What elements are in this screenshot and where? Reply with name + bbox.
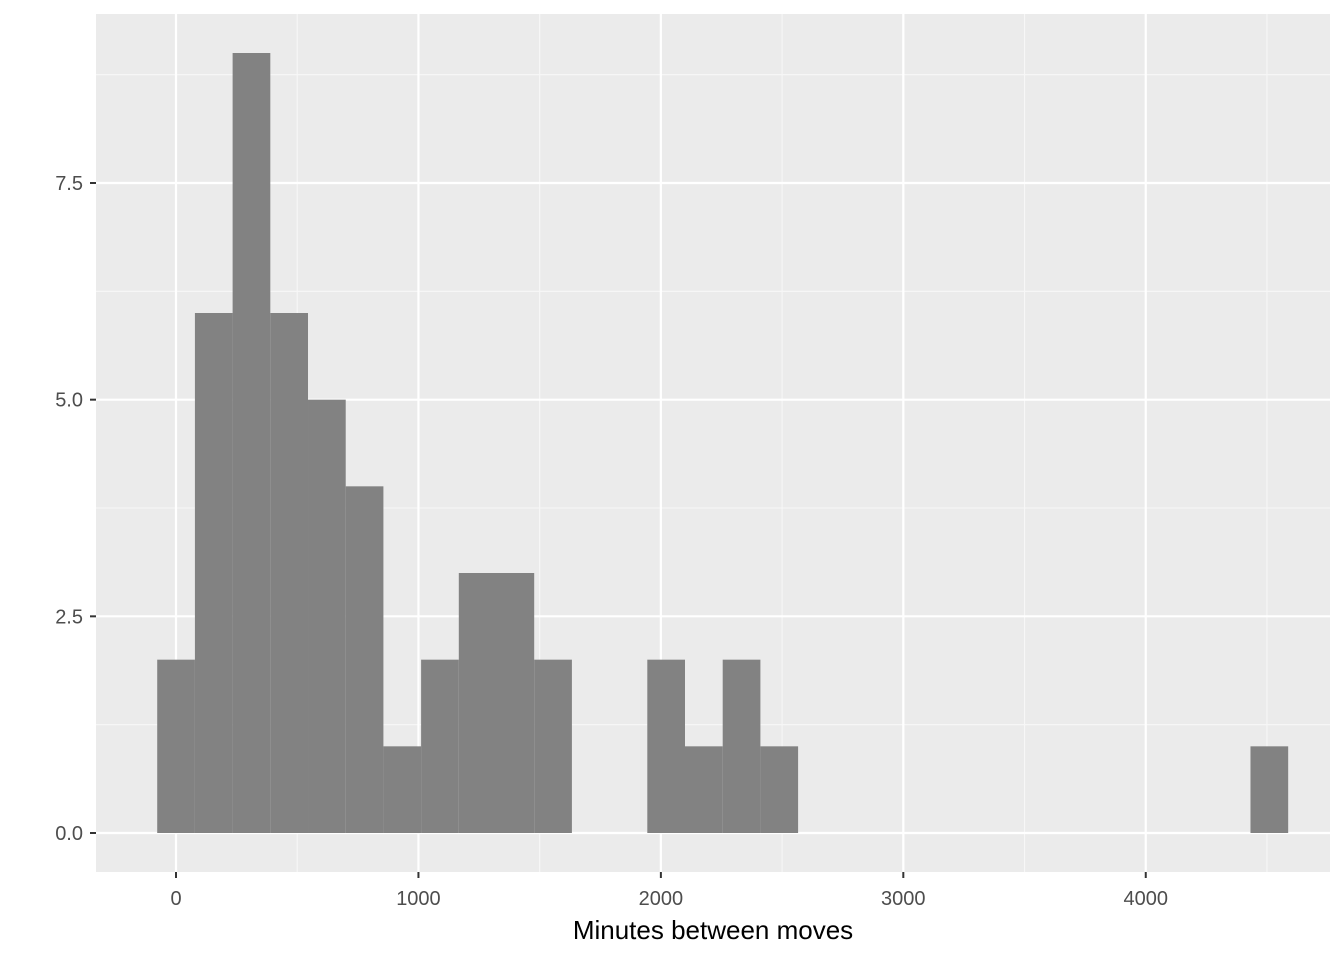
histogram-bar-8 <box>458 573 497 833</box>
y-tick-label-0.0: 0.0 <box>55 823 83 845</box>
y-tick-label-2.5: 2.5 <box>55 606 83 628</box>
histogram-bar-1 <box>194 313 233 833</box>
x-tick-label-3000: 3000 <box>881 888 926 910</box>
histogram-bar-0 <box>157 659 195 833</box>
histogram-bar-10 <box>534 659 572 833</box>
x-axis-tick-labels: 0 1000 2000 3000 4000 <box>170 888 1168 910</box>
histogram-bar-9 <box>496 573 535 833</box>
y-tick-label-5.0: 5.0 <box>55 390 83 412</box>
histogram-bar-14 <box>760 746 799 833</box>
x-tick-label-0: 0 <box>170 888 181 910</box>
x-axis-title: Minutes between moves <box>573 915 853 945</box>
axis-tick-marks <box>90 182 1147 878</box>
y-tick-label-7.5: 7.5 <box>55 173 83 195</box>
x-tick-label-4000: 4000 <box>1123 888 1168 910</box>
histogram-bar-15 <box>1250 746 1289 833</box>
y-axis-tick-labels: 0.0 2.5 5.0 7.5 <box>55 173 83 845</box>
x-tick-label-1000: 1000 <box>396 888 441 910</box>
grid-minor-lines <box>96 14 1330 872</box>
histogram-bar-7 <box>421 659 459 833</box>
histogram-bar-12 <box>684 746 723 833</box>
histogram-bar-2 <box>232 53 271 833</box>
histogram-bar-4 <box>308 399 346 833</box>
histogram-bar-11 <box>647 659 685 833</box>
histogram-bars <box>157 53 1289 833</box>
histogram-bar-13 <box>722 659 761 833</box>
histogram-bar-5 <box>345 486 384 833</box>
histogram-bar-3 <box>270 313 309 833</box>
x-tick-label-2000: 2000 <box>639 888 684 910</box>
histogram-bar-6 <box>383 746 422 833</box>
